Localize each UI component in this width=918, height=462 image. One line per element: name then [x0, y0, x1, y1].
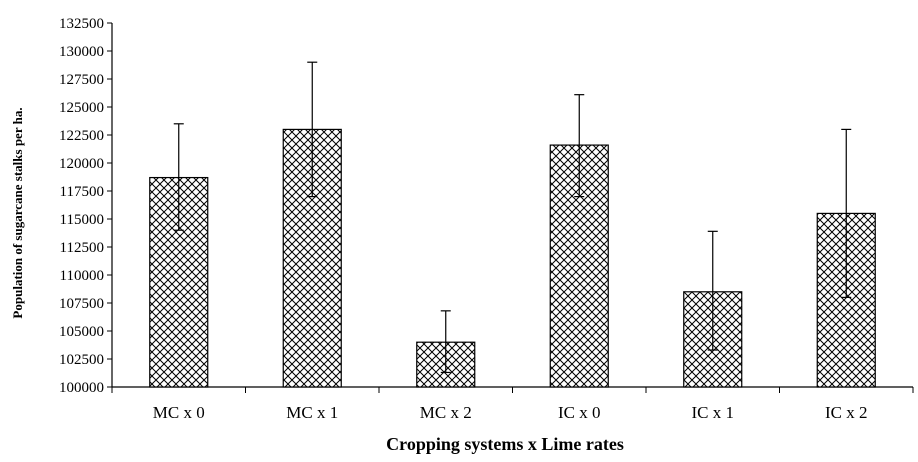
x-category-label: MC x 0: [153, 403, 205, 422]
y-tick-label: 117500: [60, 184, 104, 200]
y-tick-label: 120000: [59, 156, 104, 172]
y-tick-label: 100000: [59, 380, 104, 396]
y-tick-label: 122500: [59, 128, 104, 144]
y-tick-label: 110000: [60, 268, 104, 284]
x-category-label: MC x 2: [420, 403, 472, 422]
y-tick-label: 115000: [60, 212, 104, 228]
y-tick-label: 130000: [59, 44, 104, 60]
y-tick-label: 105000: [59, 324, 104, 340]
y-tick-label: 127500: [59, 72, 104, 88]
y-axis-title: Population of sugarcane stalks per ha.: [10, 107, 25, 318]
x-category-label: MC x 1: [286, 403, 338, 422]
x-category-label: IC x 1: [692, 403, 735, 422]
x-category-label: IC x 0: [558, 403, 601, 422]
y-tick-label: 132500: [59, 16, 104, 32]
y-tick-label: 107500: [59, 296, 104, 312]
x-axis-title: Cropping systems x Lime rates: [386, 434, 624, 454]
x-category-label: IC x 2: [825, 403, 868, 422]
y-tick-label: 112500: [60, 240, 104, 256]
y-tick-label: 102500: [59, 352, 104, 368]
y-tick-label: 125000: [59, 100, 104, 116]
